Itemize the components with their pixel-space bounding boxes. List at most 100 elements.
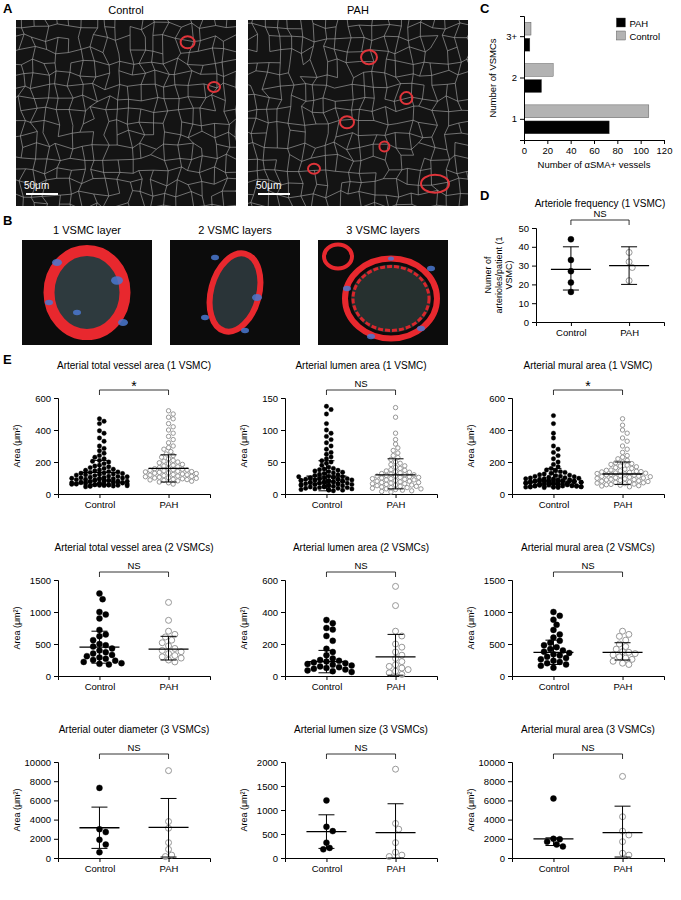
data-point <box>632 482 636 486</box>
tick-mark <box>54 580 58 581</box>
data-point <box>324 447 328 451</box>
data-point <box>637 479 641 483</box>
tick-label: PAH <box>614 863 633 874</box>
data-point <box>317 476 321 480</box>
error-bar-cap <box>91 663 107 664</box>
data-point <box>396 446 400 450</box>
tick: 100 <box>633 140 649 156</box>
tick-mark <box>54 644 58 645</box>
tick-mark <box>508 762 512 763</box>
data-point <box>194 476 198 480</box>
tick: 1500 <box>257 781 285 792</box>
tick-mark <box>54 858 58 859</box>
data-point <box>166 628 172 634</box>
data-point <box>556 460 560 464</box>
data-point <box>96 615 102 621</box>
data-point <box>551 457 555 461</box>
data-point <box>572 475 576 479</box>
micrograph-background <box>22 240 152 345</box>
tick-mark <box>396 494 397 498</box>
data-point <box>112 658 118 664</box>
data-point <box>102 461 106 465</box>
data-point <box>396 451 400 455</box>
data-point <box>403 477 407 481</box>
vessel-ring <box>400 92 412 104</box>
significance-label: NS <box>581 560 594 571</box>
tick-label: PAH <box>387 863 406 874</box>
nucleus <box>73 310 81 316</box>
data-point <box>166 421 170 425</box>
data-point <box>74 473 78 477</box>
data-point <box>330 627 336 633</box>
data-point <box>340 483 344 487</box>
nucleus <box>343 286 351 292</box>
data-point <box>317 467 321 471</box>
micrograph <box>318 240 448 345</box>
data-point <box>323 617 329 623</box>
chart-title: Arterial lumen size (3 VSMCs) <box>294 724 428 735</box>
data-point <box>618 483 622 487</box>
error-bar-stem <box>622 462 623 484</box>
tick-mark <box>54 676 58 677</box>
axis: ControlPAH <box>286 858 438 874</box>
tick-mark <box>629 322 630 326</box>
data-point <box>166 415 170 419</box>
nucleus <box>201 315 209 321</box>
data-point <box>375 479 379 483</box>
tick: 0 <box>46 671 58 682</box>
axis-title: Area (μm²) <box>12 424 22 467</box>
data-point <box>323 797 329 803</box>
center-line <box>603 652 643 653</box>
data-point <box>299 478 303 482</box>
significance-label: NS <box>354 742 367 753</box>
data-point <box>384 482 388 486</box>
tick: 500 <box>35 639 58 650</box>
data-point <box>330 662 336 668</box>
data-point <box>303 486 307 490</box>
tick-mark <box>532 303 536 304</box>
data-point <box>565 481 569 485</box>
tick: 3+ <box>506 31 524 42</box>
tick: 4000 <box>30 814 58 825</box>
data-point <box>194 471 198 475</box>
data-point <box>613 475 617 479</box>
bar <box>524 121 609 134</box>
data-point <box>626 631 632 637</box>
axis-line <box>281 763 286 859</box>
axis-line <box>59 495 211 499</box>
tick-label: 600 <box>489 393 505 404</box>
data-point <box>389 490 393 494</box>
center-line <box>306 475 346 476</box>
data-point <box>96 849 102 855</box>
tick-mark <box>169 494 170 498</box>
data-point <box>544 660 550 666</box>
tick-label: 1000 <box>30 607 51 618</box>
data-point <box>176 474 180 478</box>
axis-title: Area (μm²) <box>12 606 22 649</box>
data-point <box>120 481 124 485</box>
tissue-texture <box>248 20 468 206</box>
data-point <box>595 471 599 475</box>
data-point <box>88 479 92 483</box>
tick-label: 500 <box>35 639 51 650</box>
data-point <box>164 452 168 456</box>
points <box>533 773 642 858</box>
data-point <box>331 480 335 484</box>
data-point <box>623 481 627 485</box>
tick: 0 <box>500 853 512 864</box>
data-point <box>393 405 397 409</box>
tick-label: Control <box>556 327 587 338</box>
tick-label: Control <box>85 499 116 510</box>
data-point <box>84 653 90 659</box>
data-point <box>399 644 405 650</box>
tick: 50 <box>518 223 536 234</box>
error-bar <box>615 462 631 484</box>
data-point <box>185 473 189 477</box>
tick-label: 20 <box>543 145 554 156</box>
data-point <box>96 609 102 615</box>
axis-title: Numer ofarterioles/patient (1VSMC) <box>483 236 514 313</box>
tick: Control <box>85 676 116 692</box>
data-point <box>162 469 166 473</box>
data-point <box>331 480 335 484</box>
data-point <box>157 470 161 474</box>
